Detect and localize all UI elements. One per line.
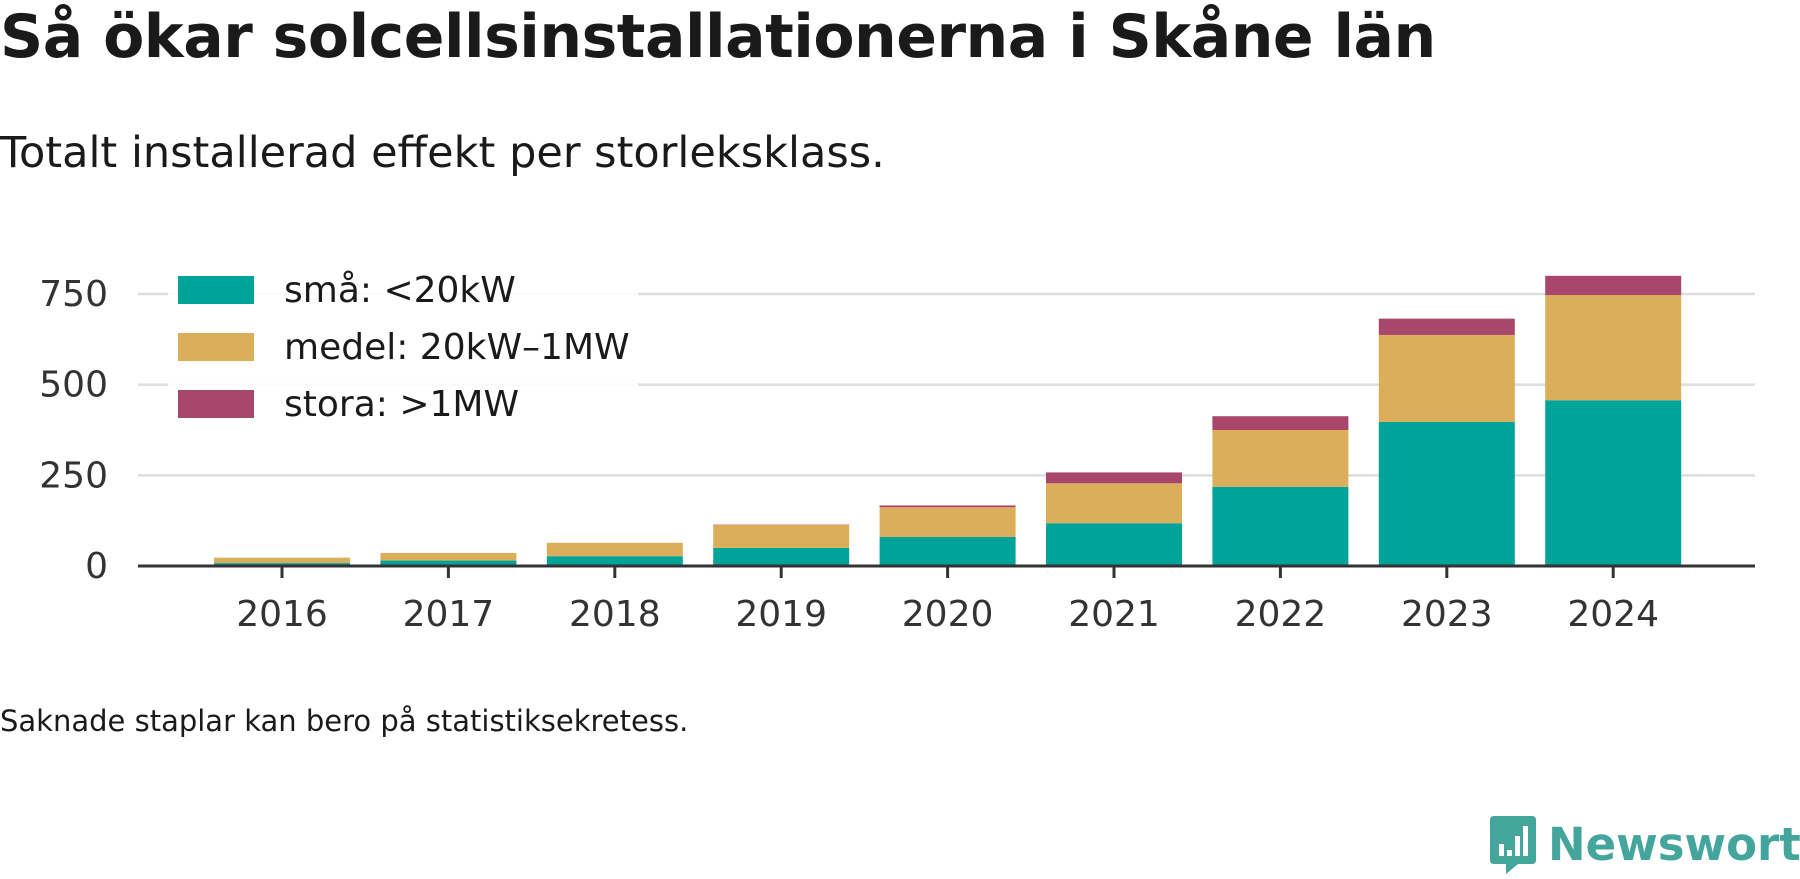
bar-segment-stora <box>879 505 1016 508</box>
bar-segment-medel <box>546 542 683 557</box>
bar-segment-sma <box>380 560 517 566</box>
x-tick-label: 2020 <box>902 594 994 635</box>
bar-segment-medel <box>214 557 350 564</box>
bar-segment-medel <box>1212 429 1349 487</box>
y-tick-label: 750 <box>39 274 108 315</box>
bar-segment-sma <box>879 536 1016 566</box>
brand-logo: Newsworthy <box>1488 814 1800 874</box>
bar-segment-sma <box>713 547 850 566</box>
x-tick-label: 2024 <box>1567 594 1659 635</box>
legend-label: stora: >1MW <box>284 384 519 425</box>
y-tick-label: 0 <box>85 546 108 587</box>
x-tick-label: 2023 <box>1401 594 1493 635</box>
x-tick-label: 2017 <box>403 594 495 635</box>
bar-chart-speech-bubble-icon <box>1490 816 1536 874</box>
bar-segment-sma <box>1212 486 1349 566</box>
bar-segment-sma <box>1545 400 1682 566</box>
x-tick-label: 2022 <box>1235 594 1327 635</box>
x-tick-label: 2018 <box>569 594 661 635</box>
footnote: Saknade staplar kan bero på statistiksek… <box>0 704 689 738</box>
legend-swatch <box>178 333 254 361</box>
bar-segment-stora <box>1212 416 1349 430</box>
bar-segment-medel <box>1545 295 1682 401</box>
bar-segment-medel <box>879 507 1016 537</box>
bar-segment-medel <box>713 525 850 548</box>
legend-swatch <box>178 390 254 418</box>
legend-label: små: <20kW <box>284 270 516 311</box>
bar-segment-stora <box>1378 318 1515 335</box>
legend-label: medel: 20kW–1MW <box>284 327 630 368</box>
chart-title: Så ökar solcellsinstallationerna i Skåne… <box>0 2 1436 72</box>
y-tick-label: 500 <box>39 365 108 406</box>
bar-segment-stora <box>1545 275 1682 296</box>
brand-name: Newsworthy <box>1548 817 1800 871</box>
bar-segment-medel <box>1046 483 1182 524</box>
bar-segment-sma <box>1046 523 1182 566</box>
bar-segment-medel <box>380 552 517 561</box>
bar-segment-sma <box>1378 422 1515 566</box>
y-tick-label: 250 <box>39 455 108 496</box>
x-tick-label: 2021 <box>1068 594 1160 635</box>
chart-subtitle: Totalt installerad effekt per storlekskl… <box>0 128 885 178</box>
x-tick-label: 2016 <box>236 594 328 635</box>
legend-swatch <box>178 276 254 304</box>
bar-segment-sma <box>546 556 683 566</box>
x-tick-label: 2019 <box>735 594 827 635</box>
stacked-bar-chart: 0 250 500 750 2016 2017 2018 2019 2020 2021 2022 20… <box>39 270 1755 635</box>
bar-segment-stora <box>1046 472 1182 484</box>
bar-segment-medel <box>1378 334 1515 423</box>
